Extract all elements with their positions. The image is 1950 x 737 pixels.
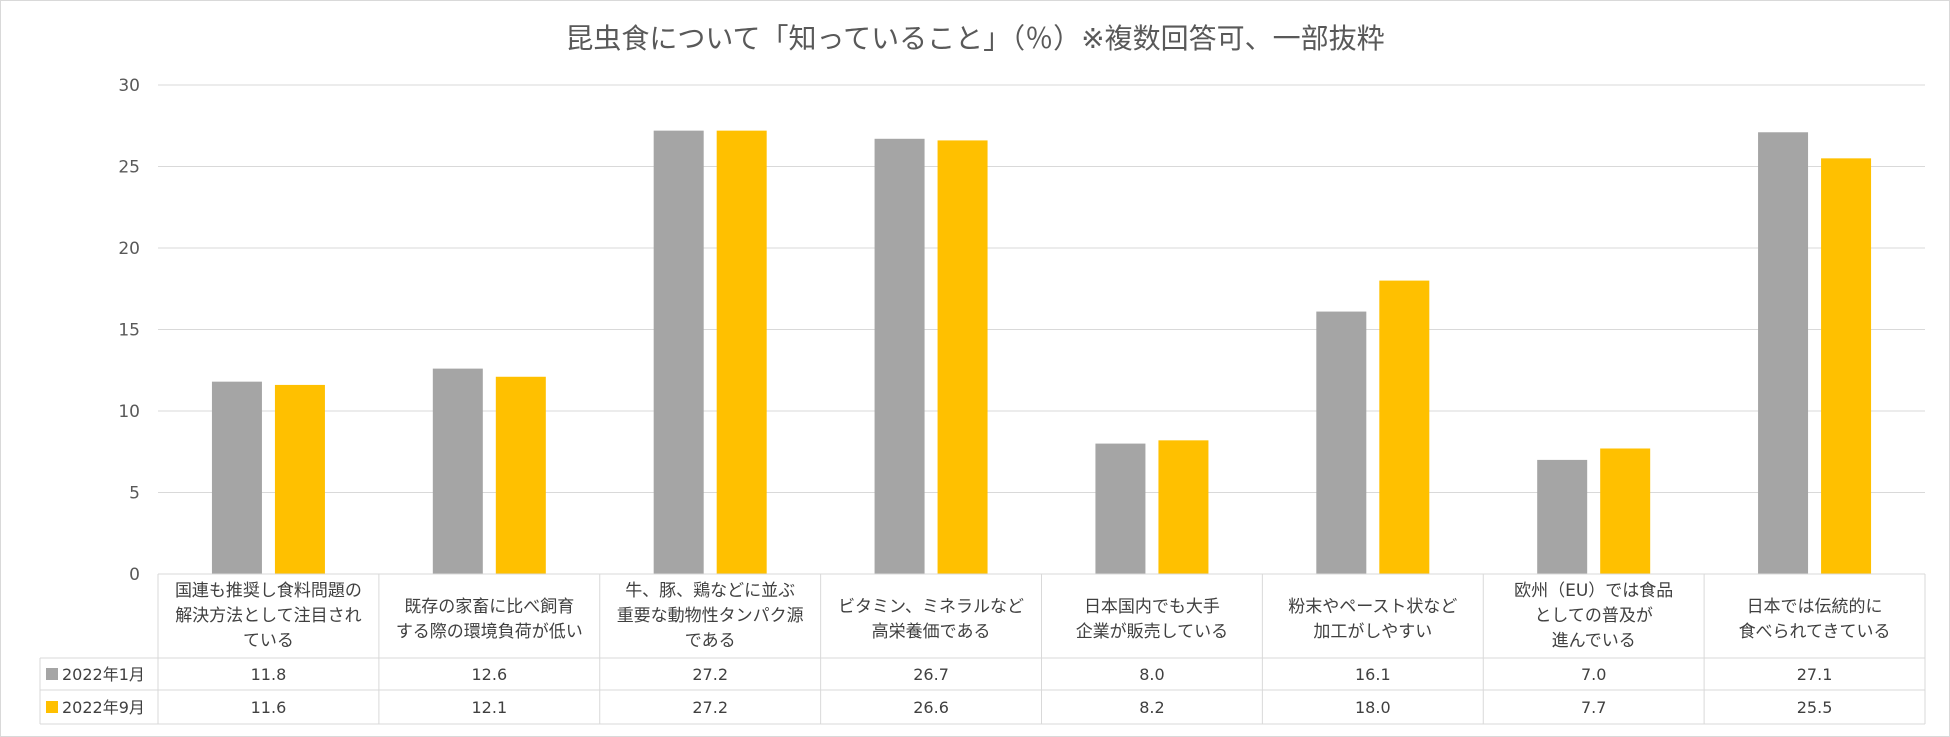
bar-jan [653, 130, 704, 574]
legend-label: 2022年1月 [62, 665, 145, 684]
bar-jan [432, 368, 483, 574]
data-table-cell: 11.6 [251, 698, 287, 717]
y-tick-label: 15 [118, 321, 140, 341]
data-table-cell: 7.7 [1581, 698, 1606, 717]
y-tick-label: 20 [118, 239, 140, 259]
bar-sep [1379, 280, 1430, 574]
category-label: 日本国内でも大手企業が販売している [1076, 597, 1229, 642]
data-table-cell: 7.0 [1581, 665, 1606, 684]
data-table-cell: 27.1 [1797, 665, 1833, 684]
category-label: 欧州（EU）では食品としての普及が進んでいる [1514, 581, 1673, 651]
y-tick-label: 30 [118, 76, 140, 96]
bar-jan [1095, 443, 1146, 574]
bar-sep [1600, 448, 1651, 574]
category-label: 国連も推奨し食料問題の解決方法として注目されている [175, 581, 362, 651]
data-table-cell: 25.5 [1797, 698, 1833, 717]
chart-title: 昆虫食について「知っていること」（％）※複数回答可、一部抜粋 [565, 22, 1384, 55]
data-table-cell: 8.0 [1139, 665, 1164, 684]
category-label: 既存の家畜に比べ飼育する際の環境負荷が低い [396, 597, 583, 642]
category-label: 日本では伝統的に食べられてきている [1739, 597, 1891, 642]
category-label: ビタミン、ミネラルなど高栄養価である [838, 597, 1024, 642]
bar-jan [1316, 311, 1367, 574]
data-table-cell: 26.7 [913, 665, 949, 684]
legend-swatch-sep [46, 701, 58, 713]
legend-label: 2022年9月 [62, 698, 145, 717]
bar-jan [211, 381, 262, 574]
category-label: 牛、豚、鶏などに並ぶ重要な動物性タンパク源である [617, 581, 804, 651]
data-table-cell: 12.6 [472, 665, 508, 684]
data-table-cell: 26.6 [913, 698, 949, 717]
y-tick-label: 25 [118, 158, 140, 178]
legend-swatch-jan [46, 668, 58, 680]
y-tick-label: 5 [129, 484, 140, 504]
category-label: 粉末やペースト状など加工がしやすい [1288, 597, 1457, 642]
data-table-cell: 12.1 [472, 698, 508, 717]
data-table-cell: 11.8 [251, 665, 287, 684]
data-table-cell: 27.2 [692, 665, 728, 684]
data-table-cell: 8.2 [1139, 698, 1164, 717]
y-tick-label: 0 [129, 565, 140, 585]
bar-sep [1158, 440, 1209, 574]
data-table-cell: 18.0 [1355, 698, 1391, 717]
data-table-cell: 16.1 [1355, 665, 1391, 684]
bar-sep [716, 130, 767, 574]
y-tick-label: 10 [118, 402, 140, 422]
bar-sep [495, 376, 546, 574]
bar-sep [274, 384, 325, 574]
bar-sep [937, 140, 988, 575]
bar-sep [1821, 158, 1872, 574]
bar-jan [1537, 459, 1588, 574]
bar-jan [1758, 132, 1809, 574]
data-table-cell: 27.2 [692, 698, 728, 717]
bar-jan [874, 138, 925, 575]
